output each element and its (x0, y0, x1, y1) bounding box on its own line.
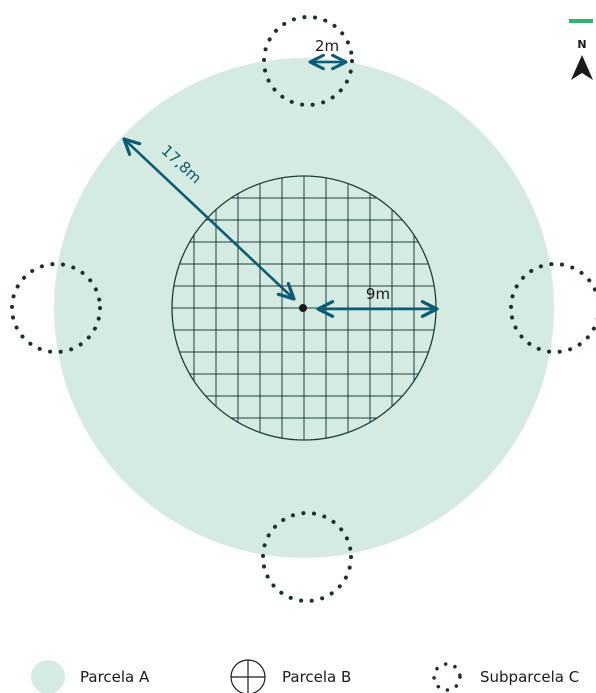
north-indicator: N (569, 19, 593, 80)
legend-label-plot-b: Parcela B (282, 668, 351, 686)
radius-a-arrow (122, 137, 296, 301)
subplot-c-north (262, 15, 354, 107)
north-arrow-icon (571, 55, 593, 80)
dotted-circle-icon (432, 662, 462, 692)
subplot-c-south (261, 511, 353, 603)
legend-label-plot-a: Parcela A (80, 668, 150, 686)
legend-item-plot-a: Parcela A (31, 660, 150, 693)
legend: Parcela A Parcela B Subparcela C (31, 659, 579, 693)
north-bar (569, 19, 593, 23)
plot-center-point (299, 304, 307, 312)
radius-c-label: 2m (315, 37, 339, 55)
legend-item-plot-b: Parcela B (230, 659, 351, 693)
filled-circle-icon (31, 660, 65, 693)
legend-label-subplot-c: Subparcela C (480, 668, 579, 686)
subplot-c-west (10, 262, 102, 354)
north-letter: N (577, 38, 586, 51)
radius-b-label: 9m (366, 285, 390, 303)
subplot-c-group (10, 15, 596, 603)
crosshair-circle-icon (230, 659, 266, 693)
legend-item-subplot-c: Subparcela C (432, 662, 579, 692)
subplot-c-east (509, 262, 596, 354)
